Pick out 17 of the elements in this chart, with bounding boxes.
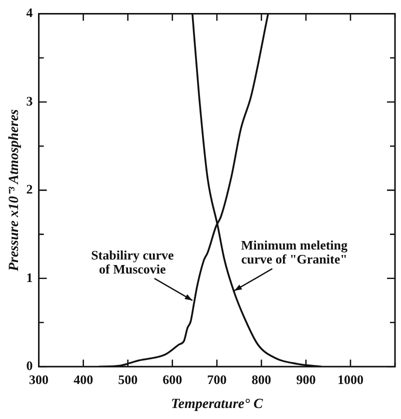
annotation: Stabiliry curve of Muscovie xyxy=(91,247,174,276)
y-tick-label: 3 xyxy=(26,93,34,108)
y-tick-label: 1 xyxy=(26,270,33,285)
y-tick-label: 2 xyxy=(26,182,33,197)
x-tick-label: 500 xyxy=(118,372,138,387)
x-tick-label: 400 xyxy=(74,372,94,387)
x-tick-label: 300 xyxy=(29,372,49,387)
x-tick-label: 900 xyxy=(296,372,316,387)
x-tick-label: 700 xyxy=(207,372,227,387)
y-tick-label: 0 xyxy=(26,358,33,373)
annotation: Minimum meleting curve of "Granite" xyxy=(241,238,348,267)
x-tick-label: 600 xyxy=(162,372,182,387)
x-axis-title: Temperature° C xyxy=(170,397,264,412)
x-tick-label: 1000 xyxy=(337,372,364,387)
x-tick-label: 800 xyxy=(252,372,272,387)
y-tick-label: 4 xyxy=(26,5,34,20)
y-axis-title: Pressure x10⁻³ Atmospheres xyxy=(7,108,22,272)
